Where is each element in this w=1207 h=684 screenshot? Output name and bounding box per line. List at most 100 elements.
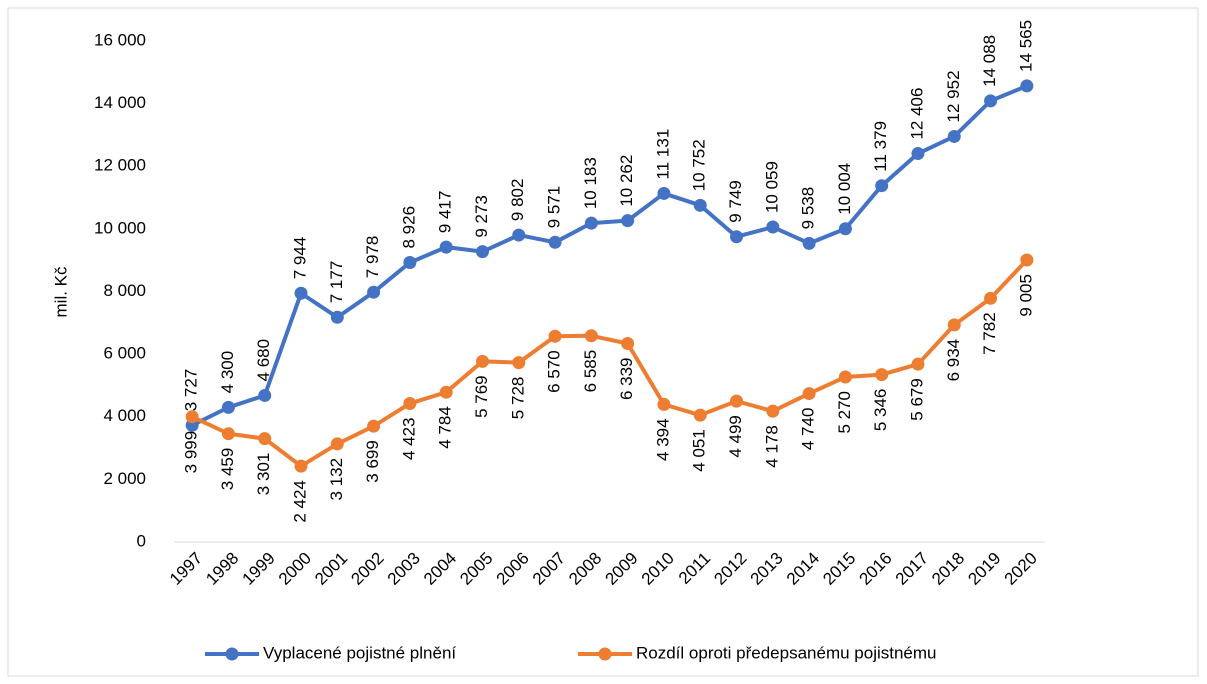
data-point (766, 404, 780, 418)
data-label: 3 699 (363, 440, 382, 483)
data-label: 10 004 (835, 163, 854, 215)
data-label: 4 051 (690, 429, 709, 472)
data-point (548, 235, 562, 249)
data-label: 3 459 (218, 448, 237, 491)
data-point (693, 408, 707, 422)
data-point (439, 385, 453, 399)
data-label: 4 394 (653, 418, 672, 461)
data-label: 3 999 (182, 431, 201, 474)
y-tick-label: 14 000 (94, 93, 146, 112)
data-label: 3 132 (327, 458, 346, 501)
y-tick-label: 0 (137, 531, 146, 550)
data-point (766, 220, 780, 234)
y-tick-label: 8 000 (103, 281, 146, 300)
data-label: 14 088 (980, 35, 999, 87)
y-tick-label: 4 000 (103, 406, 146, 425)
data-label: 11 379 (871, 121, 890, 172)
data-point (584, 329, 598, 343)
data-label: 10 183 (581, 157, 600, 209)
data-point (330, 310, 344, 324)
data-point (730, 394, 744, 408)
data-point (875, 368, 889, 382)
data-point (475, 245, 489, 259)
data-label: 3 727 (182, 369, 201, 412)
data-point (185, 410, 199, 424)
data-point (258, 432, 272, 446)
data-point (875, 179, 889, 193)
data-label: 10 059 (762, 161, 781, 213)
data-point (911, 147, 925, 161)
data-point (367, 419, 381, 433)
data-label: 10 262 (617, 155, 636, 207)
data-point (367, 285, 381, 299)
data-label: 7 177 (327, 261, 346, 304)
data-point (403, 397, 417, 411)
y-tick-label: 16 000 (94, 30, 146, 49)
data-point (802, 236, 816, 250)
data-label: 12 952 (944, 70, 963, 122)
data-label: 4 300 (218, 351, 237, 394)
data-label: 6 339 (617, 358, 636, 401)
data-label: 9 417 (436, 191, 455, 234)
data-label: 7 944 (291, 237, 310, 280)
data-label: 5 728 (508, 377, 527, 420)
data-point (657, 186, 671, 200)
data-label: 4 178 (762, 425, 781, 468)
data-point (1020, 79, 1034, 93)
data-label: 14 565 (1016, 20, 1035, 72)
data-point (947, 318, 961, 332)
data-label: 7 782 (980, 312, 999, 355)
data-point (294, 459, 308, 473)
data-point (838, 222, 852, 236)
data-label: 9 005 (1016, 274, 1035, 317)
y-axis-label: mil. Kč (51, 266, 70, 318)
data-label: 9 273 (472, 195, 491, 238)
y-tick-label: 2 000 (103, 469, 146, 488)
data-point (838, 370, 852, 384)
data-point (258, 388, 272, 402)
data-label: 4 423 (399, 418, 418, 461)
series-line (191, 84, 1028, 428)
data-point (730, 230, 744, 244)
data-point (439, 240, 453, 254)
y-tick-label: 12 000 (94, 156, 146, 175)
data-point (621, 337, 635, 351)
data-label: 5 270 (835, 391, 854, 434)
data-label: 10 752 (690, 139, 709, 191)
legend-marker (598, 647, 612, 661)
data-label: 3 301 (254, 453, 273, 496)
data-point (330, 437, 344, 451)
data-label: 8 926 (399, 206, 418, 249)
data-label: 4 680 (254, 339, 273, 382)
data-point (294, 286, 308, 300)
data-point (221, 400, 235, 414)
data-label: 9 802 (508, 179, 527, 222)
data-label: 2 424 (291, 480, 310, 523)
data-point (947, 129, 961, 143)
data-label: 11 131 (653, 129, 672, 180)
data-point (984, 291, 998, 305)
data-point (657, 397, 671, 411)
data-point (621, 214, 635, 228)
data-label: 6 570 (545, 350, 564, 393)
y-tick-label: 6 000 (103, 344, 146, 363)
data-point (693, 198, 707, 212)
data-point (512, 356, 526, 370)
data-label: 4 499 (726, 415, 745, 458)
data-label: 5 679 (907, 378, 926, 421)
y-tick-label: 10 000 (94, 218, 146, 237)
data-point (1020, 253, 1034, 267)
legend-label: Rozdíl oproti předepsanému pojistnému (636, 643, 937, 662)
data-label: 12 406 (907, 88, 926, 140)
data-label: 5 346 (871, 389, 890, 432)
data-point (984, 94, 998, 108)
data-label: 4 740 (799, 408, 818, 451)
legend-marker (225, 647, 239, 661)
chart-border (7, 7, 1199, 677)
data-label: 9 571 (545, 186, 564, 229)
data-point (584, 216, 598, 230)
data-label: 5 769 (472, 375, 491, 418)
data-point (911, 357, 925, 371)
data-point (512, 228, 526, 242)
